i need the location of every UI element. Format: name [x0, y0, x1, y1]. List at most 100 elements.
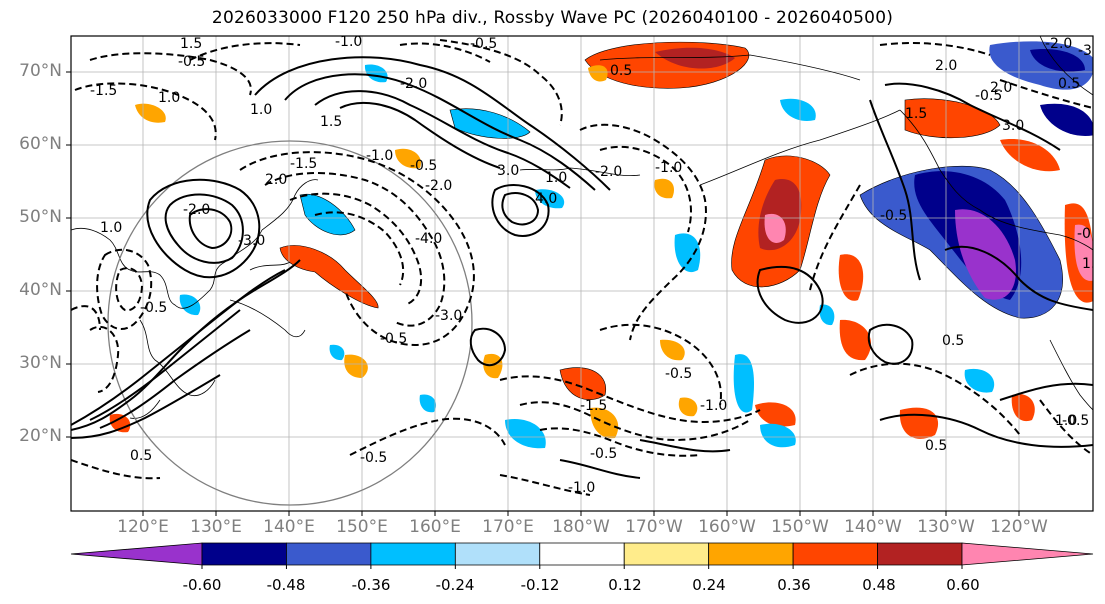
contour-label: -1.0: [568, 480, 595, 496]
div-pos-region: [1074, 224, 1093, 281]
colorbar-tick-label: 0.12: [608, 576, 642, 594]
div-pos-region: [899, 407, 939, 439]
colorbar-segment: [454, 542, 541, 566]
contour-label: -2.0: [595, 164, 622, 180]
colorbar-segment: [286, 542, 372, 566]
div-pos-region: [395, 148, 421, 169]
div-neg-region: [780, 98, 816, 121]
div-neg-region: [1040, 103, 1093, 136]
contour-label: 1.0: [1055, 413, 1077, 429]
div-pos-region: [654, 178, 675, 199]
div-neg-region: [419, 394, 437, 413]
lat-label: 30°N: [19, 353, 62, 373]
div-neg-region: [179, 294, 201, 316]
div-neg-region: [299, 193, 356, 236]
lon-label: 150°E: [336, 517, 388, 537]
colorbar-tick-label: 0.24: [692, 576, 726, 594]
contour-label: 1.5: [905, 106, 927, 122]
div-neg-region: [955, 209, 1016, 300]
lon-label: 120°E: [117, 517, 169, 537]
contour-label: 4.0: [535, 191, 557, 207]
contour-label: -1.0: [655, 160, 682, 176]
contour-label: -1.5: [290, 156, 317, 172]
colorbar-tick-label: -0.24: [435, 576, 475, 594]
contour-label: 3.0: [497, 163, 519, 179]
lon-label: 120°W: [990, 517, 1048, 537]
div-neg-region: [329, 344, 345, 361]
lon-label: 170°W: [625, 517, 683, 537]
contour-label: -0.5: [665, 366, 692, 382]
contour-label: -1.0: [700, 398, 727, 414]
colorbar-segment: [623, 542, 710, 566]
colorbar-tick-label: -0.60: [182, 576, 222, 594]
div-pos-region: [839, 319, 871, 361]
lon-label: 130°W: [917, 517, 975, 537]
lon-label: 140°E: [263, 517, 315, 537]
contour-label: -1.0: [366, 148, 393, 164]
div-neg-region: [674, 233, 701, 273]
div-pos-region: [1011, 394, 1035, 422]
div-neg-region: [733, 354, 755, 413]
axis-ticks: [66, 71, 1020, 516]
colorbar-segment: [792, 542, 878, 566]
contour-label: -0.5: [360, 450, 387, 466]
contour-label: -0.5: [1062, 413, 1089, 429]
lon-label: 140°W: [844, 517, 902, 537]
contour-label: -0.5: [140, 300, 167, 316]
div-neg-region: [819, 304, 835, 326]
contour-label: 0.5: [610, 63, 632, 79]
lat-label: 40°N: [19, 280, 62, 300]
wave-radius-circle: [107, 140, 473, 506]
colorbar-segment: [201, 542, 287, 566]
contour-label: 0.5: [925, 438, 947, 454]
contour-label: -2.0: [425, 178, 452, 194]
contour-label: 0.5: [1058, 76, 1080, 92]
contour-label: 1.5: [320, 114, 342, 130]
div-neg-region: [449, 108, 531, 139]
contour-label: 0.5: [942, 333, 964, 349]
lat-label: 70°N: [19, 61, 62, 81]
coastlines: [71, 36, 1093, 419]
colorbar-segment: [708, 542, 794, 566]
div-pos-region: [135, 103, 166, 123]
colorbar-segment: [370, 542, 456, 566]
colorbar-extension-min: [70, 542, 203, 566]
lon-label: 130°E: [190, 517, 242, 537]
div-neg-region: [535, 189, 565, 209]
colorbar-segment: [539, 542, 625, 566]
div-neg-region: [364, 64, 388, 83]
contour-label: -2.0: [183, 202, 210, 218]
div-pos-region: [1000, 139, 1060, 172]
div-neg-region: [760, 423, 796, 448]
contour-label: -0.5: [975, 88, 1002, 104]
lon-label: 160°W: [698, 517, 756, 537]
lon-label: 180°W: [552, 517, 610, 537]
div-pos-region: [279, 245, 379, 309]
contour-label: -0.5: [380, 331, 407, 347]
lat-label: 50°N: [19, 207, 62, 227]
contour-label: -1.0: [335, 34, 362, 50]
contour-label: 2.0: [265, 172, 287, 188]
div-pos-region: [838, 254, 864, 301]
contour-label: -0.5: [590, 446, 617, 462]
lon-label: 170°E: [482, 517, 534, 537]
map-frame: [70, 35, 1094, 512]
contour-label: -2.0: [400, 76, 427, 92]
contour-label: -2.0: [1045, 36, 1072, 52]
lat-label: 20°N: [19, 426, 62, 446]
contour-label: 1.5: [180, 36, 202, 52]
div-neg-region: [964, 368, 995, 393]
map-title: 2026033000 F120 250 hPa div., Rossby Wav…: [211, 8, 894, 28]
lon-label: 150°W: [771, 517, 829, 537]
div-pos-region: [660, 339, 685, 361]
contour-label: -0.5: [410, 158, 437, 174]
colorbar-tick-label: 0.60: [946, 576, 980, 594]
div-pos-region: [559, 367, 607, 400]
contour-label: -3.0: [435, 308, 462, 324]
lon-label: 160°E: [409, 517, 461, 537]
contour-label: 1.0: [250, 102, 272, 118]
div-pos-region: [344, 354, 368, 378]
contour-label: -3.0: [238, 233, 265, 249]
pc-contours-positive: [71, 56, 1093, 479]
colorbar-extension-max: [961, 542, 1094, 566]
